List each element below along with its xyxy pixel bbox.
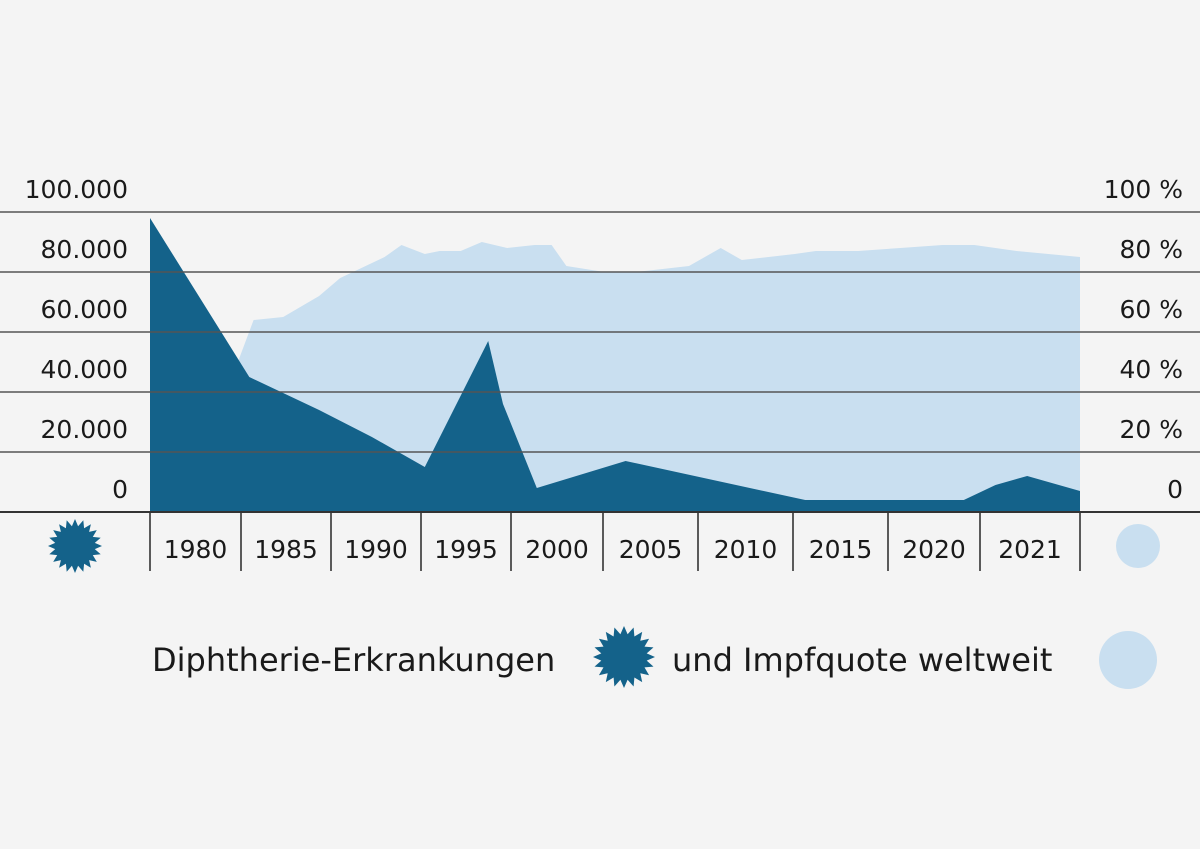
y-right-tick-label: 40 % bbox=[1119, 355, 1183, 384]
y-right-tick-label: 60 % bbox=[1119, 295, 1183, 324]
y-left-tick-label: 60.000 bbox=[41, 295, 128, 324]
x-tick-label: 1980 bbox=[164, 535, 228, 564]
x-tick-label: 2005 bbox=[619, 535, 683, 564]
x-tick-label: 2015 bbox=[809, 535, 873, 564]
x-tick-label: 2020 bbox=[902, 535, 966, 564]
starburst-icon bbox=[48, 519, 102, 573]
x-tick-label: 2000 bbox=[525, 535, 589, 564]
gridlines bbox=[0, 211, 1200, 513]
starburst-shape bbox=[593, 626, 655, 688]
x-tick-label: 2010 bbox=[714, 535, 778, 564]
y-right-tick-label: 100 % bbox=[1104, 175, 1183, 204]
x-axis: 1980 1985 1990 1995 2000 2005 2010 2015 2020 2021 bbox=[149, 512, 1081, 571]
y-left-tick-label: 80.000 bbox=[41, 235, 128, 264]
y-left-tick-label: 40.000 bbox=[41, 355, 128, 384]
y-left-tick-label: 20.000 bbox=[41, 415, 128, 444]
circle-icon bbox=[1116, 524, 1160, 568]
left-axis: 0 20.000 40.000 60.000 80.000 100.000 bbox=[25, 175, 128, 504]
legend-cases-label: Diphtherie-Erkrankungen bbox=[152, 641, 555, 679]
y-left-tick-label: 100.000 bbox=[25, 175, 128, 204]
right-axis: 0 20 % 40 % 60 % 80 % 100 % bbox=[1104, 175, 1183, 504]
y-right-tick-label: 0 bbox=[1167, 475, 1183, 504]
y-right-tick-label: 80 % bbox=[1119, 235, 1183, 264]
starburst-icon bbox=[593, 626, 655, 688]
x-tick-label: 1985 bbox=[254, 535, 318, 564]
x-tick-label: 1995 bbox=[434, 535, 498, 564]
x-tick-label: 1990 bbox=[344, 535, 408, 564]
legend-coverage-label: und Impfquote weltweit bbox=[672, 641, 1052, 679]
x-tick-label: 2021 bbox=[998, 535, 1062, 564]
y-right-tick-label: 20 % bbox=[1119, 415, 1183, 444]
starburst-shape bbox=[48, 519, 102, 573]
y-left-tick-label: 0 bbox=[112, 475, 128, 504]
cases-area-layer bbox=[150, 218, 1080, 512]
circle-icon bbox=[1099, 631, 1157, 689]
cases-area bbox=[150, 218, 1080, 512]
